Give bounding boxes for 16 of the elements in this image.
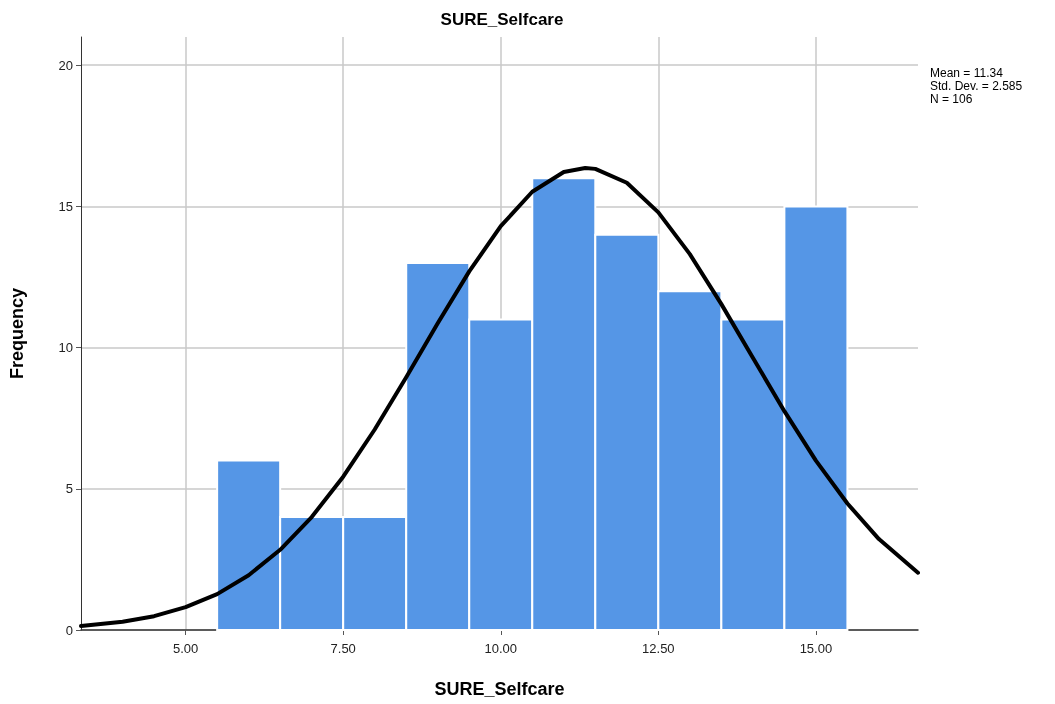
x-tick-label: 10.00 (484, 641, 518, 656)
x-tick-label: 15.00 (799, 641, 833, 656)
x-tick-label: 5.00 (172, 641, 199, 656)
y-axis-title: Frequency (7, 287, 27, 380)
chart-title: SURE_Selfcare (440, 10, 564, 29)
y-tick-label: 10 (58, 340, 73, 356)
text: Std. Dev. = 2.585 (930, 79, 1023, 93)
text: Mean = 11.34 (930, 66, 1004, 80)
text: N = 106 (930, 92, 973, 106)
x-tick-label: 12.50 (642, 641, 675, 656)
y-tick-label: 0 (65, 622, 73, 638)
x-tick-label: 7.50 (330, 641, 356, 656)
y-tick-label: 5 (65, 481, 73, 497)
y-tick-label: 20 (58, 57, 73, 73)
x-axis-title: SURE_Selfcare (434, 679, 565, 699)
y-tick-label: 15 (58, 198, 73, 214)
